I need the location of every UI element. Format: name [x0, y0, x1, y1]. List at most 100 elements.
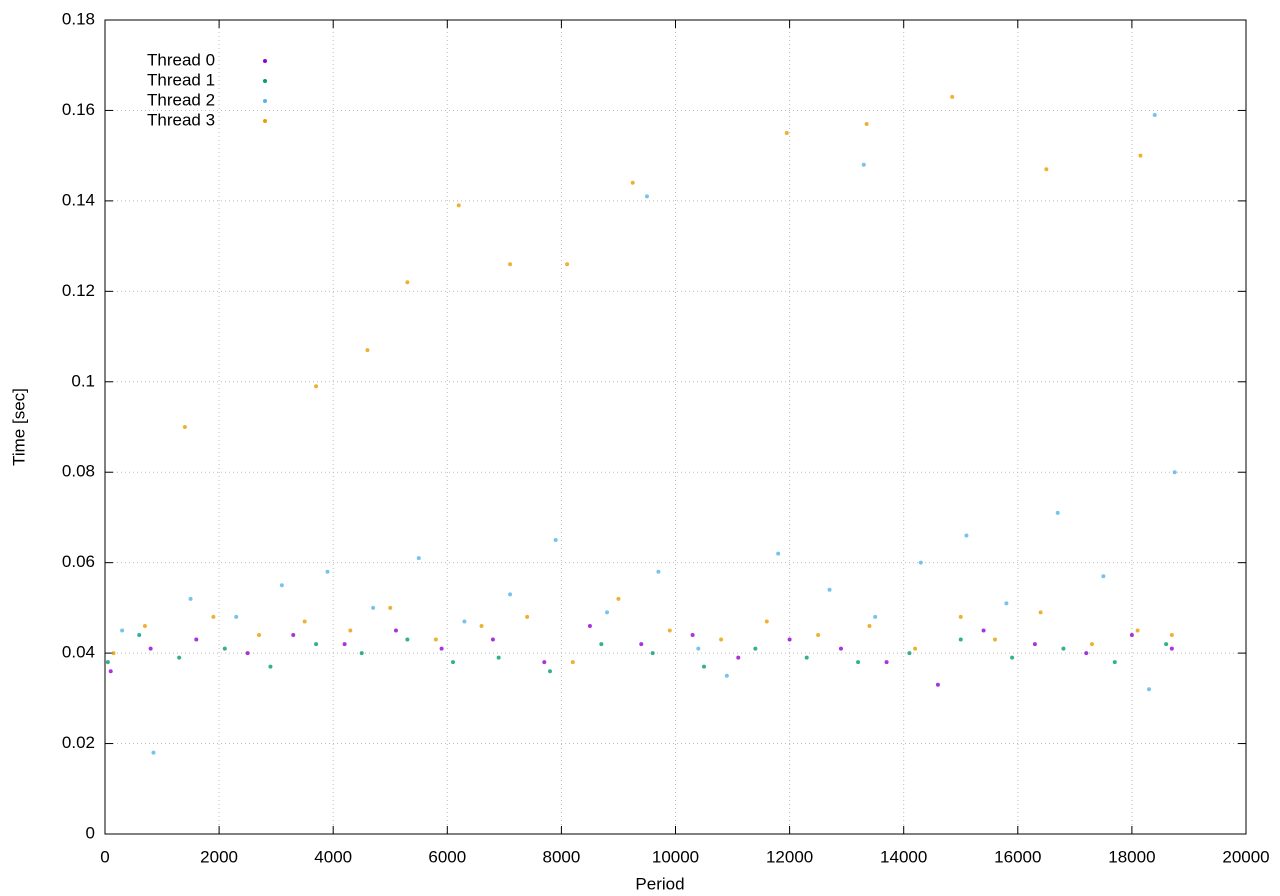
- point: [958, 614, 963, 619]
- point: [616, 596, 621, 601]
- point: [736, 655, 741, 660]
- point: [268, 664, 273, 669]
- point: [816, 633, 821, 638]
- point: [1032, 642, 1037, 647]
- point: [1101, 574, 1106, 579]
- point: [542, 660, 547, 665]
- point: [553, 538, 558, 543]
- point: [142, 623, 147, 628]
- point: [188, 596, 193, 601]
- point: [388, 605, 393, 610]
- point: [1169, 633, 1174, 638]
- point: [702, 664, 707, 669]
- point: [433, 637, 438, 642]
- point: [1044, 167, 1049, 172]
- point: [456, 203, 461, 208]
- point: [950, 94, 955, 99]
- x-axis-label: Period: [635, 874, 684, 893]
- point: [1055, 510, 1060, 515]
- point: [776, 551, 781, 556]
- point: [630, 180, 635, 185]
- legend-label: Thread 2: [147, 90, 215, 109]
- point: [565, 262, 570, 267]
- point: [719, 637, 724, 642]
- point: [605, 610, 610, 615]
- point: [496, 655, 501, 660]
- x-tick-label: 18000: [1108, 847, 1155, 866]
- point: [234, 614, 239, 619]
- point: [547, 669, 552, 674]
- point: [279, 583, 284, 588]
- x-tick-label: 10000: [652, 847, 699, 866]
- point: [1089, 642, 1094, 647]
- point: [405, 637, 410, 642]
- point: [1084, 651, 1089, 656]
- point: [639, 642, 644, 647]
- point: [570, 660, 575, 665]
- point: [490, 637, 495, 642]
- x-tick-label: 8000: [542, 847, 580, 866]
- point: [257, 633, 262, 638]
- point: [148, 646, 153, 651]
- point: [873, 614, 878, 619]
- point: [120, 628, 125, 633]
- plot-border: [104, 19, 1247, 835]
- point: [365, 348, 370, 353]
- point: [981, 628, 986, 633]
- x-tick-label: 12000: [766, 847, 813, 866]
- point: [182, 425, 187, 429]
- point: [838, 646, 843, 651]
- point: [861, 162, 866, 167]
- x-tick-label: 0: [100, 847, 109, 866]
- point: [867, 623, 872, 628]
- point: [884, 660, 889, 665]
- point: [222, 646, 227, 651]
- x-tick-label: 14000: [880, 847, 927, 866]
- point: [787, 637, 792, 642]
- point: [804, 655, 809, 660]
- point: [194, 637, 199, 642]
- point: [764, 619, 769, 624]
- point: [753, 646, 758, 651]
- y-tick-label: 0.18: [62, 9, 95, 28]
- point: [1169, 646, 1174, 651]
- point: [1135, 628, 1140, 633]
- point: [935, 682, 940, 687]
- point: [827, 587, 832, 592]
- legend-marker: [263, 99, 267, 103]
- point: [724, 673, 729, 678]
- point: [1138, 153, 1143, 158]
- point: [405, 280, 410, 285]
- point: [1164, 642, 1169, 647]
- point: [302, 619, 307, 624]
- x-tick-label: 2000: [200, 847, 238, 866]
- point: [1061, 646, 1066, 651]
- point: [958, 637, 963, 642]
- y-tick-label: 0.02: [62, 733, 95, 752]
- point: [371, 605, 376, 610]
- point: [325, 569, 330, 574]
- point: [105, 660, 110, 665]
- point: [644, 194, 649, 199]
- point: [1010, 655, 1015, 660]
- point: [359, 651, 364, 656]
- point: [108, 669, 113, 674]
- y-tick-label: 0.12: [62, 281, 95, 300]
- point: [1038, 610, 1043, 615]
- point: [439, 646, 444, 651]
- point: [784, 131, 789, 136]
- point: [1172, 470, 1177, 475]
- y-tick-label: 0.16: [62, 100, 95, 119]
- y-tick-label: 0: [86, 823, 95, 842]
- point: [1004, 601, 1009, 606]
- y-axis-label: Time [sec]: [9, 388, 28, 466]
- point: [913, 646, 918, 651]
- y-tick-label: 0.04: [62, 643, 95, 662]
- point: [864, 122, 869, 127]
- point: [656, 569, 661, 574]
- point: [245, 651, 250, 656]
- point: [508, 592, 513, 597]
- point: [599, 642, 604, 647]
